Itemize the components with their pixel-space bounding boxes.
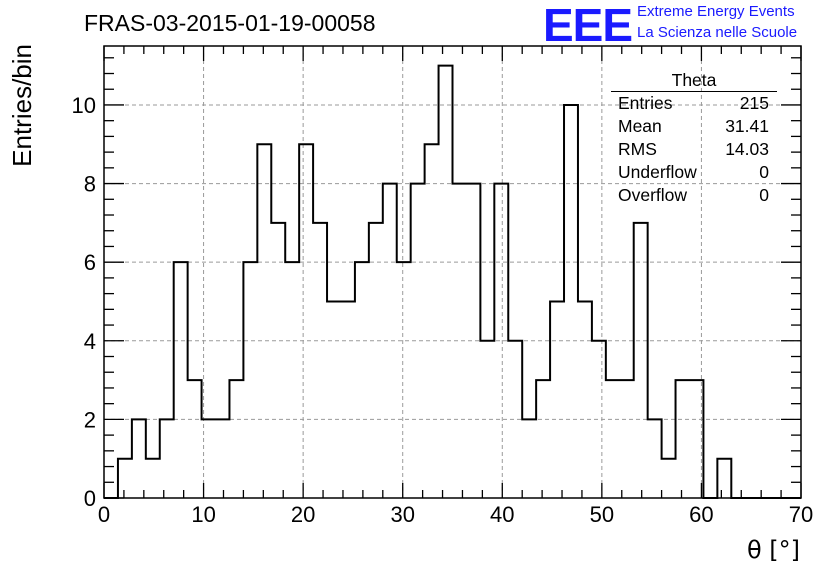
stats-value: 215 xyxy=(739,93,769,113)
x-tick-label: 70 xyxy=(789,502,813,527)
x-tick-label: 40 xyxy=(490,502,514,527)
y-tick-label: 6 xyxy=(84,250,96,275)
stats-row-underflow: Underflow 0 xyxy=(611,161,777,184)
logo-line-1: Extreme Energy Events xyxy=(637,3,795,20)
x-tick-label: 0 xyxy=(98,502,110,527)
eee-logo: EEE xyxy=(543,0,633,51)
stats-value: 14.03 xyxy=(725,139,769,159)
stats-box: Theta Entries 215 Mean 31.41 RMS 14.03 U… xyxy=(611,70,777,207)
stats-label: Mean xyxy=(618,116,662,136)
stats-box-title: Theta xyxy=(611,70,777,92)
x-tick-label: 60 xyxy=(689,502,713,527)
y-tick-label: 10 xyxy=(72,93,96,118)
y-tick-label: 8 xyxy=(84,172,96,197)
x-tick-label: 50 xyxy=(590,502,614,527)
x-axis-label: θ [°] xyxy=(747,536,800,564)
x-tick-labels: 0 10 20 30 40 50 60 70 xyxy=(98,502,813,527)
stats-row-mean: Mean 31.41 xyxy=(611,115,777,138)
stats-value: 0 xyxy=(759,162,769,182)
plot-frame xyxy=(103,45,802,499)
stats-label: Overflow xyxy=(618,185,688,205)
x-tick-label: 10 xyxy=(191,502,215,527)
y-tick-labels: 0 2 4 6 8 10 xyxy=(72,93,96,511)
histogram-line xyxy=(104,64,801,499)
stats-label: Underflow xyxy=(618,162,697,182)
chart-title: FRAS-03-2015-01-19-00058 xyxy=(84,10,376,36)
grid-lines xyxy=(104,46,801,498)
x-tick-label: 30 xyxy=(390,502,414,527)
axis-ticks xyxy=(103,46,802,499)
y-tick-label: 0 xyxy=(84,486,96,511)
y-axis-label: Entries/bin xyxy=(7,44,37,167)
x-tick-label: 20 xyxy=(291,502,315,527)
stats-value: 31.41 xyxy=(725,116,769,136)
stats-row-rms: RMS 14.03 xyxy=(611,138,777,161)
stats-row-overflow: Overflow 0 xyxy=(611,184,777,207)
stats-label: RMS xyxy=(618,139,657,159)
stats-label: Entries xyxy=(618,93,673,113)
logo-line-2: La Scienza nelle Scuole xyxy=(637,24,798,41)
stats-row-entries: Entries 215 xyxy=(611,92,777,115)
y-tick-label: 2 xyxy=(84,407,96,432)
stats-value: 0 xyxy=(759,185,769,205)
y-tick-label: 4 xyxy=(84,329,96,354)
